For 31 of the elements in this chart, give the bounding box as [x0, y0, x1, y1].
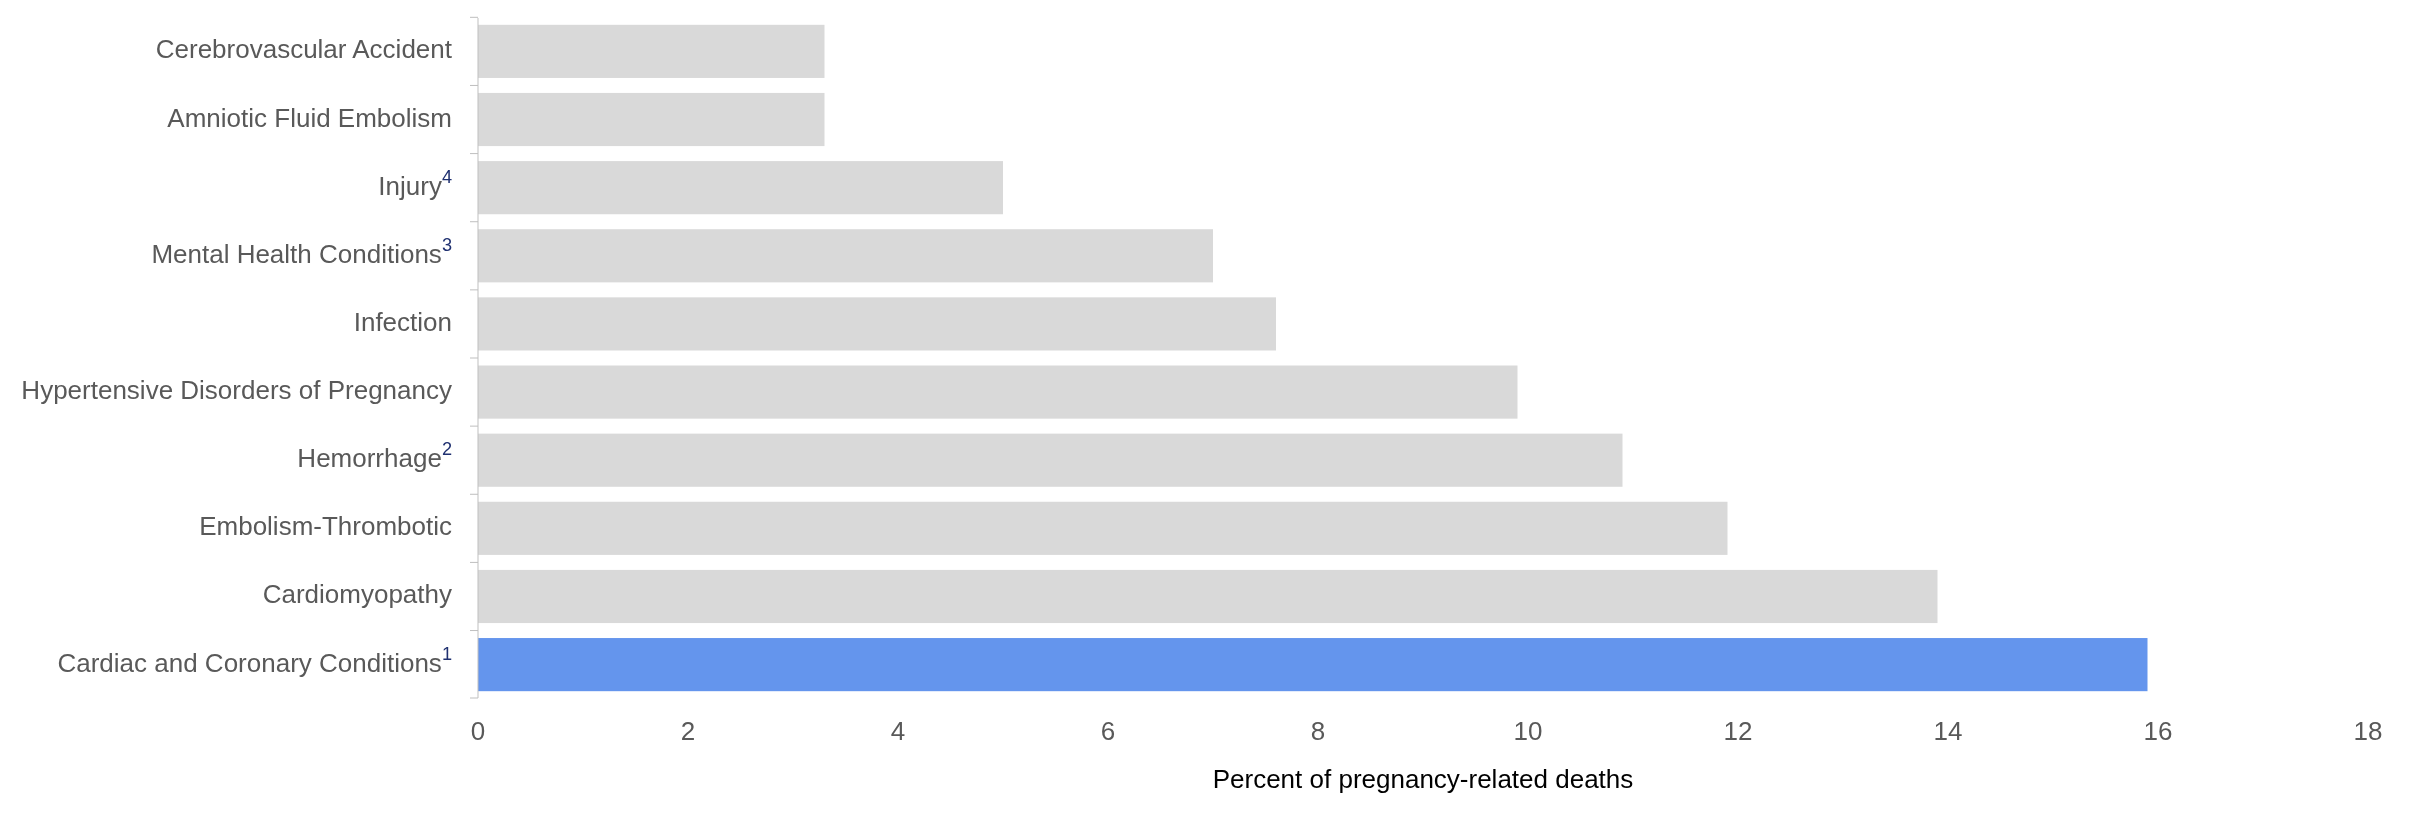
x-tick-label: 14 — [1933, 716, 1963, 746]
x-tick-label: 10 — [1513, 716, 1543, 746]
bar — [478, 433, 1623, 487]
x-tick-label: 6 — [1100, 716, 1116, 746]
y-tick-label: Cardiomyopathy — [262, 579, 452, 610]
x-tick-label: 16 — [2143, 716, 2173, 746]
y-tick-label: Hypertensive Disorders of Pregnancy — [21, 374, 452, 405]
bar — [478, 161, 1003, 215]
bar — [478, 569, 1938, 624]
y-tick-label: Amniotic Fluid Embolism — [167, 102, 452, 133]
bar — [478, 365, 1518, 419]
y-tick-label: Injury$^{4}$ — [378, 166, 452, 201]
bar — [478, 501, 1728, 555]
y-tick-label: Infection — [353, 306, 452, 337]
x-axis-title: Percent of pregnancy-related deaths — [1212, 764, 1634, 794]
x-tick-label: 12 — [1723, 716, 1753, 746]
x-tick-label: 8 — [1310, 716, 1326, 746]
y-tick-label: Hemorrhage$^{2}$ — [297, 439, 452, 474]
bar — [478, 229, 1213, 283]
y-tick-label: Embolism-Thrombotic — [199, 511, 452, 542]
bar — [478, 297, 1276, 351]
x-tick-label: 18 — [2353, 716, 2383, 746]
bar — [478, 24, 825, 78]
x-tick-label: 2 — [680, 716, 696, 746]
x-tick-label: 4 — [890, 716, 906, 746]
bar — [478, 638, 2148, 692]
y-tick-label: Cerebrovascular Accident — [155, 34, 453, 65]
y-tick-label: Mental Health Conditions$^{3}$ — [151, 234, 452, 269]
x-tick-label: 0 — [470, 716, 486, 746]
bar — [478, 92, 825, 147]
y-tick-label: Cardiac and Coronary Conditions$^{1}$ — [57, 643, 452, 678]
